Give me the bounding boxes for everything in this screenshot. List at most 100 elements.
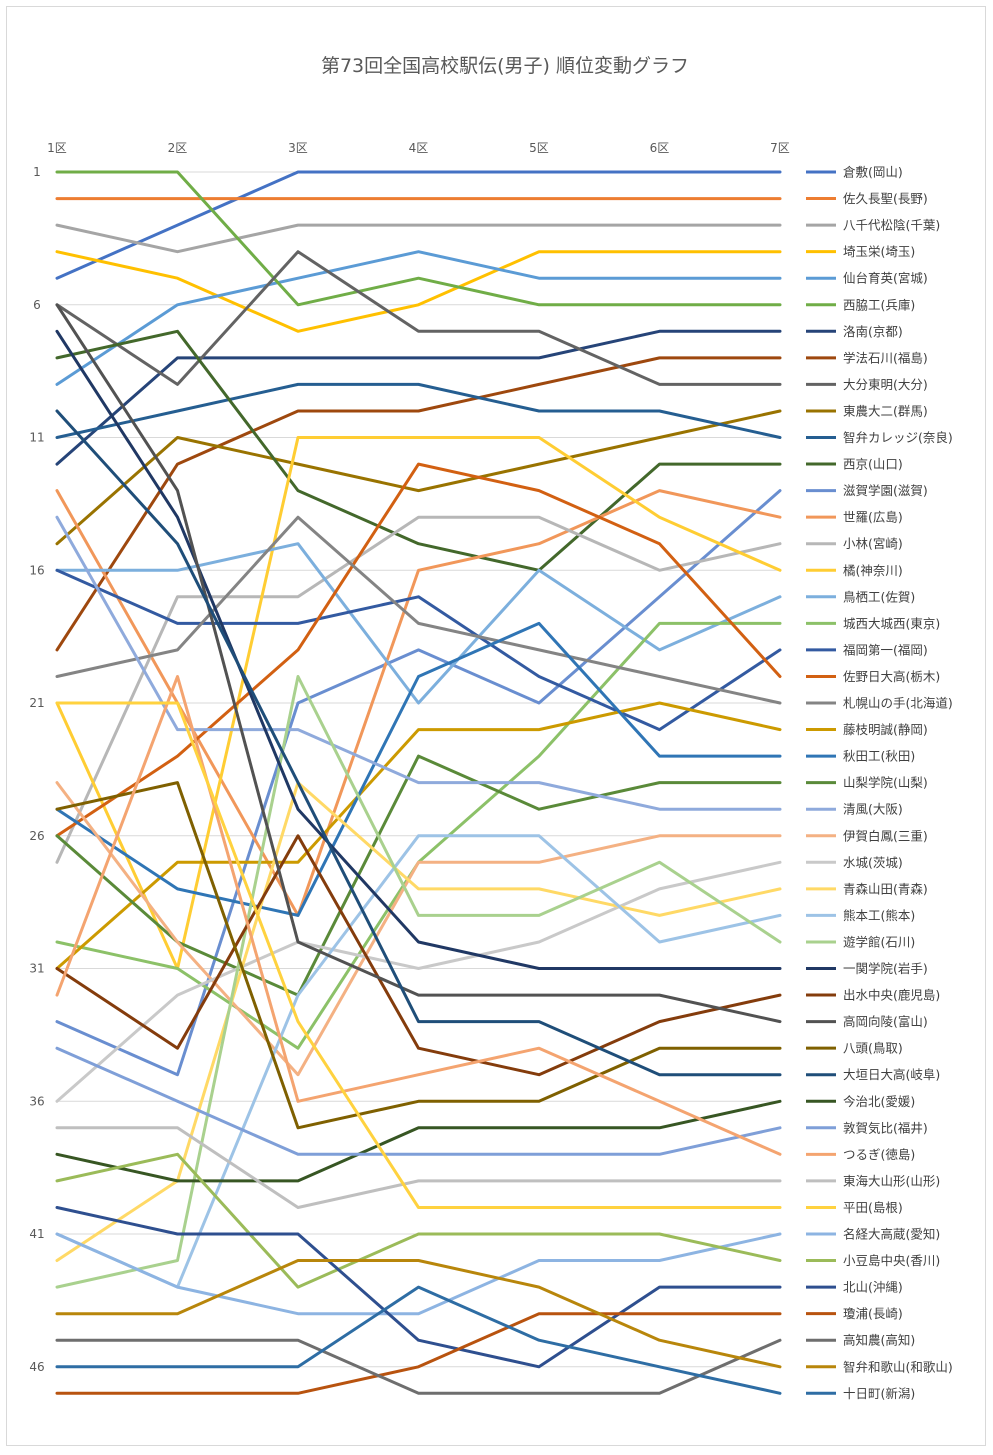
- legend-label: 高岡向陵(富山): [843, 1014, 928, 1029]
- legend-label: 清風(大阪): [843, 802, 903, 817]
- legend-label: 小林(宮崎): [843, 536, 903, 551]
- legend-label: 東海大山形(山形): [843, 1173, 940, 1188]
- series-line: [55, 515, 782, 864]
- series-line: [55, 462, 782, 838]
- x-tick-label: 3区: [288, 141, 308, 155]
- series-line: [55, 1259, 782, 1369]
- y-tick-label: 21: [29, 696, 44, 710]
- legend-label: 水城(茨城): [843, 855, 903, 870]
- y-tick-label: 16: [29, 563, 44, 577]
- series-line: [55, 1232, 782, 1316]
- legend-label: 伊賀白鳳(三重): [843, 828, 928, 843]
- series-line: [55, 329, 782, 466]
- legend-label: 名経大高蔵(愛知): [843, 1227, 940, 1242]
- legend-label: 瓊浦(長崎): [843, 1306, 903, 1321]
- legend-label: 城西大城西(東京): [843, 616, 940, 631]
- legend-label: 仙台育英(宮城): [843, 271, 928, 286]
- series-line: [55, 675, 782, 1156]
- y-tick-label: 46: [29, 1360, 44, 1374]
- legend-label: 智弁和歌山(和歌山): [843, 1359, 953, 1374]
- legend-label: 出水中央(鹿児島): [843, 988, 940, 1003]
- series-line: [55, 250, 782, 386]
- legend-label: 敦賀気比(福井): [843, 1120, 928, 1135]
- x-axis-ticks: 1区 2区 3区 4区 5区 6区 7区: [47, 141, 790, 155]
- series-line: [55, 515, 782, 705]
- series-line: [55, 1099, 782, 1183]
- x-tick-label: 1区: [47, 141, 67, 155]
- series-line: [55, 834, 782, 1289]
- legend-label: 藤枝明誠(静岡): [843, 722, 928, 737]
- legend-label: 西京(山口): [843, 457, 903, 472]
- y-tick-label: 31: [29, 962, 44, 976]
- series-line: [55, 1046, 782, 1156]
- legend-label: 熊本工(熊本): [843, 908, 915, 923]
- series-line: [55, 1338, 782, 1395]
- series-line: [55, 701, 782, 970]
- legend-label: 札幌山の手(北海道): [843, 696, 953, 711]
- series-line: [55, 356, 782, 652]
- legend-label: 西脇工(兵庫): [843, 297, 915, 312]
- series-line: [55, 701, 782, 1209]
- series-line: [55, 303, 782, 1024]
- legend-label: つるぎ(徳島): [843, 1147, 915, 1162]
- series-line: [55, 170, 782, 307]
- legend-label: 東農大二(群馬): [843, 403, 928, 418]
- series-line: [55, 223, 782, 254]
- legend-label: 智弁カレッジ(奈良): [843, 430, 953, 445]
- legend-label: 一関学院(岩手): [843, 961, 928, 976]
- legend-label: 佐久長聖(長野): [843, 191, 928, 206]
- legend-label: 北山(沖縄): [843, 1280, 903, 1295]
- legend-label: 世羅(広島): [843, 510, 903, 525]
- legend-label: 高知農(高知): [843, 1333, 915, 1348]
- legend-label: 八頭(鳥取): [843, 1041, 903, 1056]
- series-line: [55, 329, 782, 572]
- series-line: [55, 515, 782, 811]
- legend-label: 今治北(愛媛): [843, 1094, 915, 1109]
- legend-label: 福岡第一(福岡): [843, 642, 928, 657]
- legend-label: 埼玉栄(埼玉): [843, 244, 915, 259]
- legend-label: 青森山田(青森): [843, 881, 928, 896]
- x-tick-label: 7区: [770, 141, 790, 155]
- series-lines: [55, 170, 782, 1395]
- y-tick-label: 36: [29, 1094, 44, 1108]
- legend-label: 倉敷(岡山): [843, 165, 903, 180]
- series-line: [55, 781, 782, 1130]
- y-tick-label: 26: [29, 829, 44, 843]
- y-tick-label: 1: [33, 165, 41, 179]
- legend-label: 遊学館(石川): [843, 934, 915, 949]
- legend-label: 秋田工(秋田): [843, 749, 915, 764]
- y-tick-label: 41: [29, 1227, 44, 1241]
- legend-label: 鳥栖工(佐賀): [843, 589, 915, 604]
- chart-title: 第73回全国高校駅伝(男子) 順位変動グラフ: [321, 55, 689, 77]
- series-line: [55, 860, 782, 1103]
- legend-label: 八千代松陰(千葉): [843, 218, 940, 233]
- series-line: [55, 489, 782, 1077]
- legend-label: 橘(神奈川): [843, 563, 903, 578]
- series-line: [55, 568, 782, 732]
- legend-label: 大垣日大高(岐阜): [843, 1067, 940, 1082]
- chart-frame: [6, 6, 986, 1446]
- series-line: [55, 1285, 782, 1395]
- legend-label: 洛南(京都): [843, 324, 903, 339]
- x-tick-label: 5区: [529, 141, 549, 155]
- y-tick-label: 6: [33, 298, 41, 312]
- series-line: [55, 1312, 782, 1395]
- legend-label: 大分東明(大分): [843, 377, 928, 392]
- legend-label: 山梨学院(山梨): [843, 775, 928, 790]
- legend: 倉敷(岡山) 佐久長聖(長野) 八千代松陰(千葉) 埼玉栄(埼玉) 仙台育英(宮城) 西脇…: [806, 165, 953, 1401]
- legend-label: 学法石川(福島): [843, 350, 928, 365]
- series-line: [55, 621, 782, 917]
- series-line: [55, 1126, 782, 1209]
- series-line: [55, 382, 782, 439]
- series-line: [55, 409, 782, 1077]
- series-line: [55, 542, 782, 705]
- series-line: [55, 250, 782, 333]
- x-tick-label: 6区: [650, 141, 670, 155]
- series-line: [55, 329, 782, 970]
- legend-label: 佐野日大高(栃木): [843, 669, 940, 684]
- legend-label: 小豆島中央(香川): [843, 1253, 940, 1268]
- legend-label: 滋賀学園(滋賀): [843, 483, 928, 498]
- series-line: [55, 675, 782, 1289]
